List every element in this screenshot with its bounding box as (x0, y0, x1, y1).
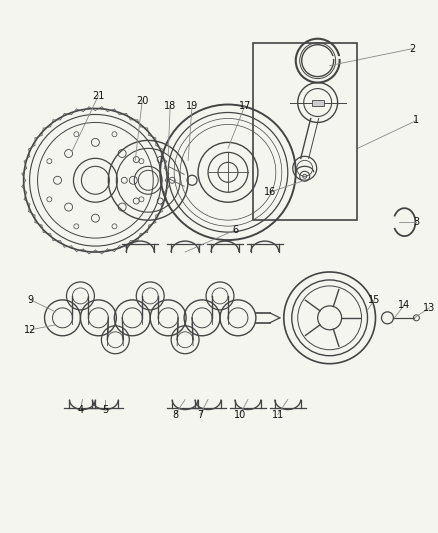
Text: 2: 2 (409, 44, 416, 54)
Text: 7: 7 (197, 409, 203, 419)
Text: 21: 21 (92, 91, 105, 101)
Text: 10: 10 (234, 409, 246, 419)
Text: 18: 18 (164, 101, 176, 110)
Bar (312, 100, 324, 106)
Text: 3: 3 (413, 217, 420, 227)
Text: 1: 1 (413, 116, 420, 125)
Text: 11: 11 (272, 409, 284, 419)
Text: 8: 8 (172, 409, 178, 419)
Text: 16: 16 (264, 187, 276, 197)
Text: 17: 17 (239, 101, 251, 110)
Text: 13: 13 (423, 303, 435, 313)
Text: 12: 12 (25, 325, 37, 335)
Text: 20: 20 (136, 95, 148, 106)
Text: 9: 9 (28, 295, 34, 305)
Bar (253, 43, 357, 220)
Text: 6: 6 (232, 225, 238, 235)
Text: 5: 5 (102, 405, 109, 415)
Text: 14: 14 (398, 300, 410, 310)
Text: 19: 19 (186, 101, 198, 110)
Text: 4: 4 (78, 405, 84, 415)
Text: 15: 15 (368, 295, 381, 305)
